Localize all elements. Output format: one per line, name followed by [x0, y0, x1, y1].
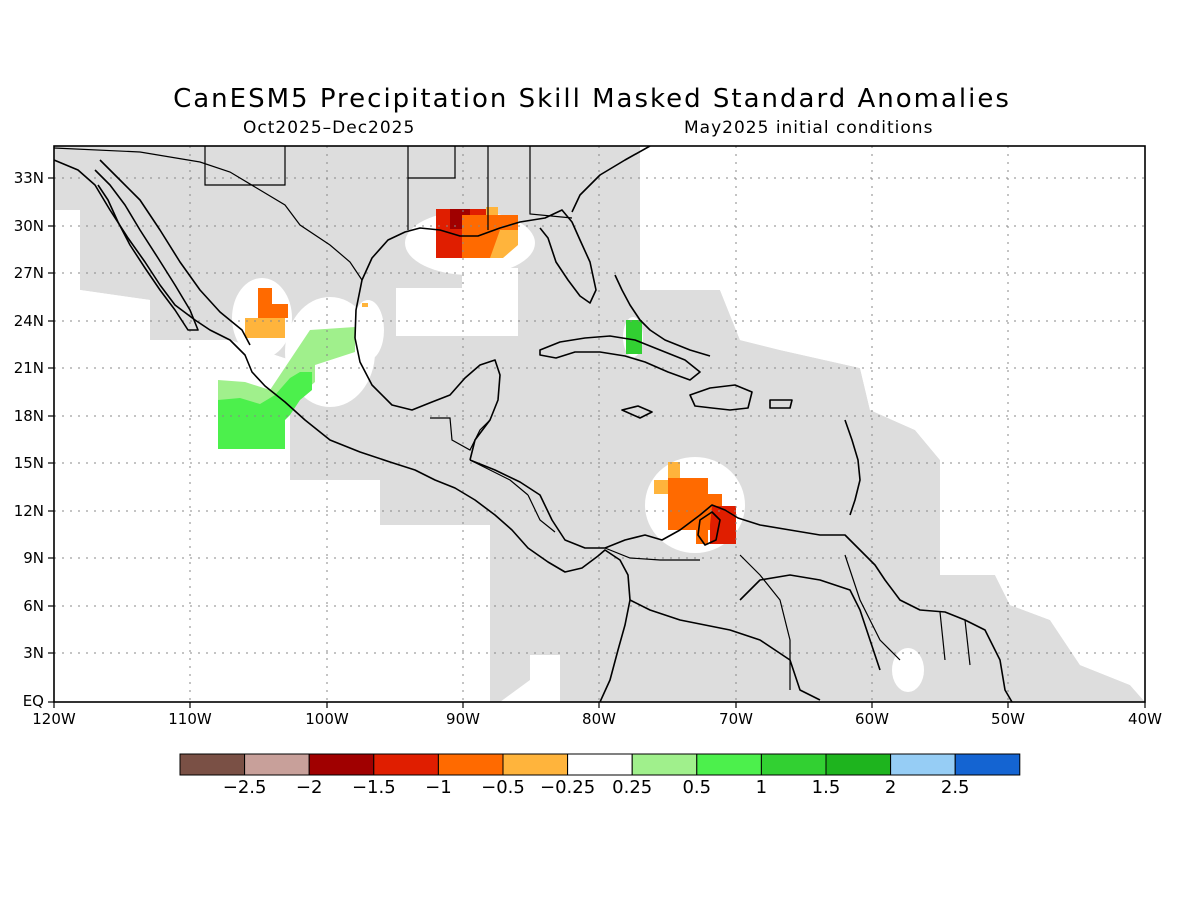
colorbar-label: −0.25	[540, 777, 596, 798]
initial-conditions: May2025 initial conditions	[684, 118, 934, 138]
gulf-dry-weak	[490, 230, 518, 258]
colorbar-swatch	[502, 753, 569, 776]
colorbar-label: 1.5	[811, 777, 841, 798]
lat-label: 27N	[13, 264, 44, 282]
pacific-wet-moderate	[218, 372, 312, 449]
lon-label: 90W	[446, 710, 480, 728]
colorbar-swatch	[244, 753, 310, 776]
lon-label: 80W	[582, 710, 616, 728]
lon-label: 120W	[32, 710, 76, 728]
lat-label: 33N	[13, 169, 44, 187]
lon-label: 110W	[168, 710, 212, 728]
borders	[54, 146, 971, 690]
mexico-dry-weak	[245, 318, 285, 338]
colorbar-swatch	[954, 753, 1021, 776]
tick-marks	[48, 177, 1146, 708]
lon-label: 100W	[305, 710, 349, 728]
lat-label: 30N	[13, 217, 44, 235]
colorbar-label: −2	[295, 777, 323, 798]
caribbean-dry-weak	[654, 462, 680, 494]
colorbar-swatch	[631, 753, 698, 776]
colorbar-label: −0.5	[481, 777, 525, 798]
lat-label: 9N	[23, 549, 44, 567]
colorbar-swatch	[179, 753, 246, 776]
lon-label: 60W	[855, 710, 889, 728]
colorbar-label: −1.5	[351, 777, 396, 798]
lon-label: 50W	[991, 710, 1025, 728]
coastlines	[54, 146, 1013, 702]
colorbar-swatch	[567, 753, 633, 776]
lat-label: 21N	[13, 359, 44, 377]
colorbar-swatch	[890, 753, 956, 776]
colorbar-swatch	[437, 753, 504, 776]
lat-label: 12N	[13, 502, 44, 520]
colorbar-label: −2.5	[222, 777, 267, 798]
lat-label: 15N	[13, 454, 44, 472]
colorbar-label: 2	[884, 777, 897, 798]
colorbar-label: 0.5	[682, 777, 712, 798]
lat-label: 24N	[13, 312, 44, 330]
colorbar-label: 2.5	[940, 777, 970, 798]
colorbar-swatch	[825, 753, 892, 776]
colorbar-label: 0.25	[612, 777, 653, 798]
colorbar-label: 1	[755, 777, 768, 798]
lat-label: 18N	[13, 407, 44, 425]
colorbar-swatch	[760, 753, 827, 776]
bahamas-wet	[626, 320, 642, 354]
graticule	[54, 146, 1145, 702]
caribbean-dry-strong	[710, 506, 736, 544]
colorbar	[179, 753, 1021, 776]
colorbar-swatch	[308, 753, 375, 776]
lat-label: EQ	[22, 692, 44, 710]
colorbar-swatch	[696, 753, 762, 776]
colorbar-label: −1	[425, 777, 452, 798]
lon-label: 70W	[719, 710, 753, 728]
colorbar-swatch	[373, 753, 439, 776]
map-title: CanESM5 Precipitation Skill Masked Stand…	[173, 84, 1011, 114]
lat-label: 3N	[23, 644, 44, 662]
map-area	[54, 146, 1145, 702]
mexico-dry-moderate	[258, 288, 288, 318]
forecast-period: Oct2025–Dec2025	[243, 118, 416, 138]
lon-label: 40W	[1128, 710, 1162, 728]
lat-label: 6N	[23, 597, 44, 615]
